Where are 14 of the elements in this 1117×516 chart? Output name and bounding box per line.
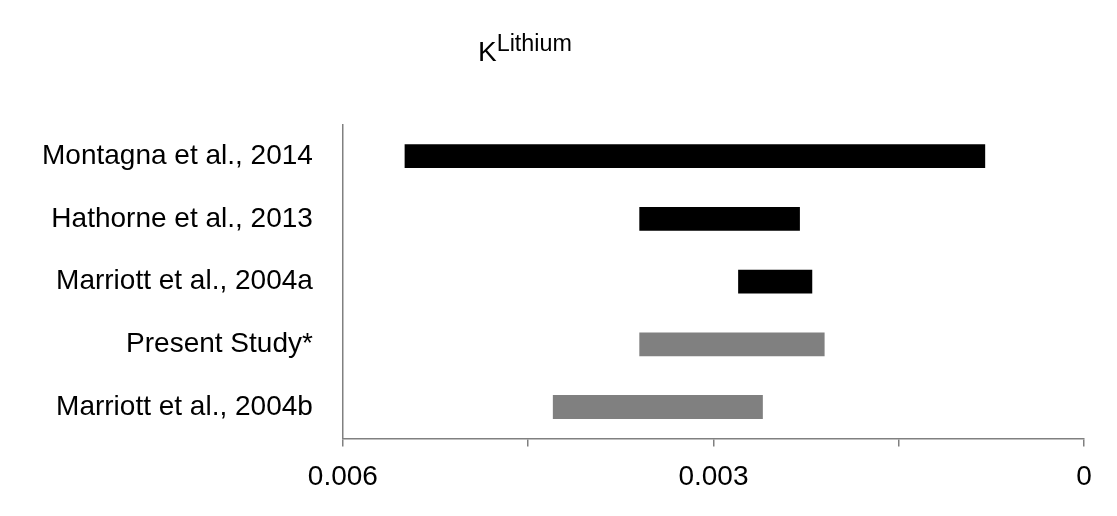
- bar: [639, 206, 800, 231]
- x-tick-label: 0.003: [678, 459, 749, 491]
- bar: [404, 144, 986, 169]
- y-tick-label: Present Study*: [126, 327, 313, 359]
- y-tick-label: Montagna et al., 2014: [41, 138, 313, 170]
- bar: [552, 395, 763, 419]
- y-tick-label: Marriott et al., 2004a: [56, 264, 314, 296]
- bar: [639, 332, 825, 357]
- y-tick-label: Hathorne et al., 2013: [51, 201, 313, 233]
- x-tick-label: 0.006: [307, 459, 378, 491]
- y-tick-label: Marriott et al., 2004b: [56, 389, 313, 421]
- bar: [738, 269, 813, 294]
- x-tick-label: 0: [1076, 459, 1092, 491]
- chart-title: K$^{Lithium}$: [477, 29, 573, 70]
